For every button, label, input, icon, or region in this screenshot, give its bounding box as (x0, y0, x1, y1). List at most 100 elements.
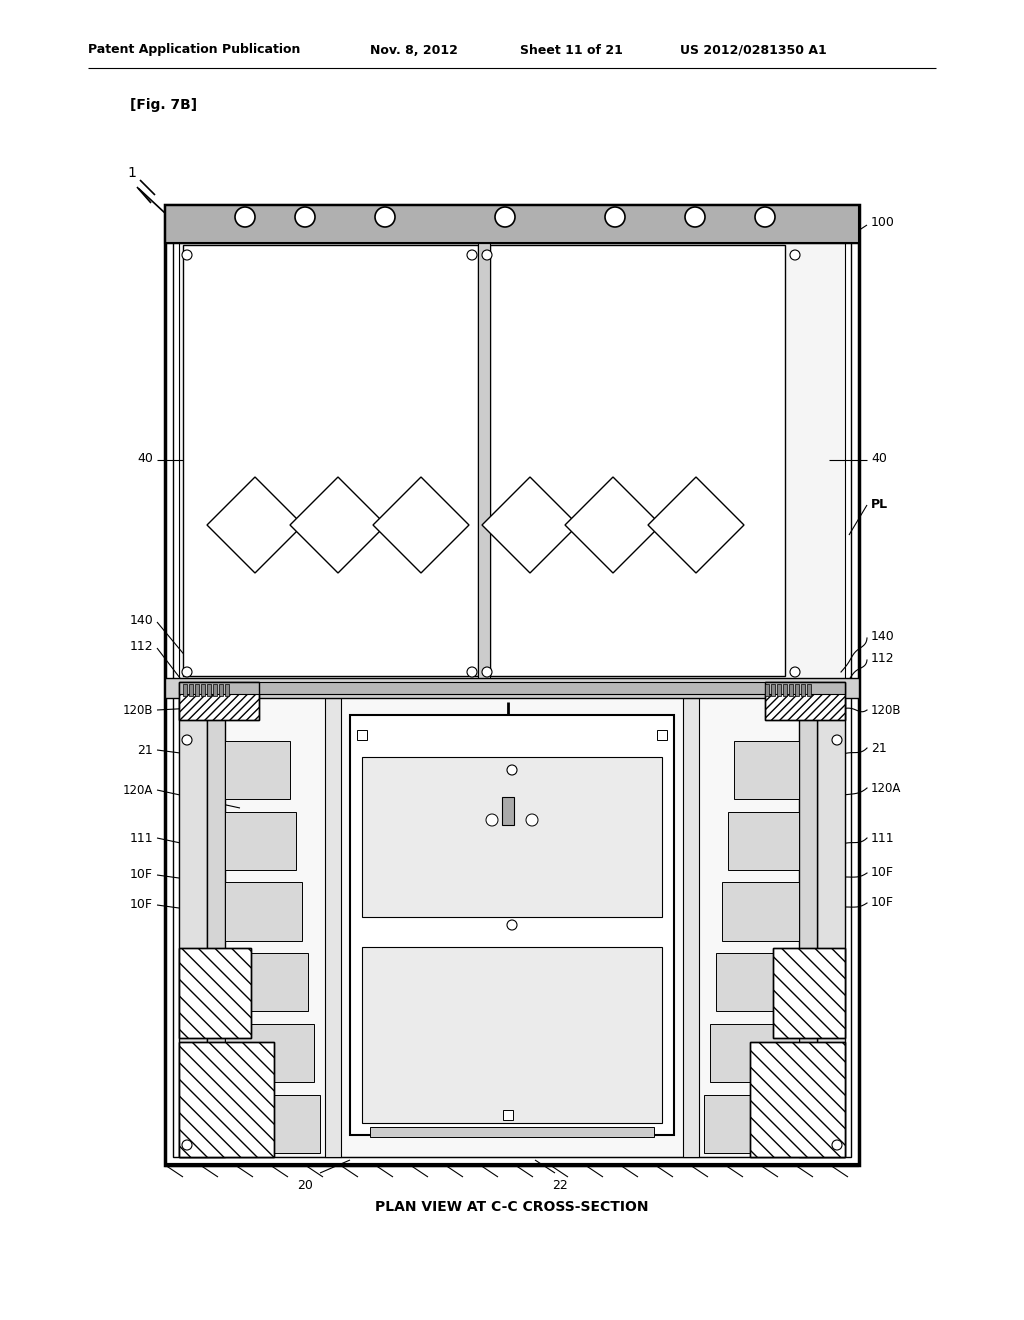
Bar (179, 698, 207, 1158)
Text: 111: 111 (871, 832, 895, 845)
Text: 120A: 120A (871, 781, 901, 795)
Bar (370, 1127, 654, 1137)
Text: 40: 40 (137, 451, 153, 465)
Text: US 2012/0281350 A1: US 2012/0281350 A1 (680, 44, 826, 57)
Bar (765, 682, 845, 719)
Bar (225, 741, 290, 799)
Bar (225, 812, 296, 870)
Bar (705, 1094, 799, 1152)
Circle shape (831, 1140, 842, 1150)
Bar (179, 1041, 274, 1158)
Bar (225, 882, 302, 940)
Bar (179, 948, 251, 1038)
Bar (179, 690, 845, 1158)
Text: 10F: 10F (871, 896, 894, 909)
Text: 10F: 10F (130, 899, 153, 912)
Bar (710, 1024, 799, 1082)
Circle shape (755, 207, 775, 227)
Bar (225, 1024, 314, 1082)
Bar (722, 882, 799, 940)
Circle shape (182, 735, 193, 744)
Polygon shape (565, 477, 662, 573)
Bar (799, 698, 817, 1158)
Bar (225, 684, 229, 696)
Bar (179, 948, 251, 1038)
Bar (219, 684, 223, 696)
Bar (683, 698, 699, 1158)
Text: Patent Application Publication: Patent Application Publication (88, 44, 300, 57)
Circle shape (486, 814, 498, 826)
Text: PL: PL (871, 499, 888, 511)
Bar (750, 1041, 845, 1158)
Circle shape (182, 249, 193, 260)
Circle shape (831, 735, 842, 744)
Bar (179, 243, 845, 680)
Text: [Fig. 7B]: [Fig. 7B] (130, 98, 198, 112)
Bar (225, 1094, 319, 1152)
Bar (490, 246, 785, 676)
Circle shape (375, 207, 395, 227)
Circle shape (182, 1140, 193, 1150)
Bar (207, 684, 211, 696)
Bar (165, 205, 859, 243)
Bar (777, 684, 781, 696)
Text: 40: 40 (871, 451, 887, 465)
Bar (165, 205, 859, 243)
Circle shape (482, 249, 492, 260)
Polygon shape (207, 477, 303, 573)
Text: 111: 111 (129, 832, 153, 845)
Text: 112: 112 (871, 652, 895, 664)
Bar (765, 682, 845, 719)
Circle shape (234, 207, 255, 227)
Polygon shape (373, 477, 469, 573)
Bar (750, 1041, 845, 1158)
Text: 112: 112 (129, 640, 153, 653)
Bar (173, 213, 851, 1158)
Text: 1: 1 (127, 166, 136, 180)
Circle shape (507, 920, 517, 931)
Bar (728, 812, 799, 870)
Bar (790, 684, 793, 696)
Circle shape (495, 207, 515, 227)
Circle shape (467, 667, 477, 677)
Circle shape (467, 249, 477, 260)
Circle shape (685, 207, 705, 227)
Bar (357, 730, 367, 741)
Circle shape (507, 766, 517, 775)
Text: 120B: 120B (123, 704, 153, 717)
Bar (783, 684, 787, 696)
Text: Sheet 11 of 21: Sheet 11 of 21 (520, 44, 623, 57)
Text: 100: 100 (871, 216, 895, 230)
Bar (201, 684, 205, 696)
Bar (225, 953, 308, 1011)
Bar (179, 682, 259, 719)
Bar (362, 946, 662, 1123)
Bar (657, 730, 667, 741)
Circle shape (295, 207, 315, 227)
Circle shape (182, 667, 193, 677)
Bar (179, 682, 259, 719)
Circle shape (790, 249, 800, 260)
Bar (773, 948, 845, 1038)
Polygon shape (482, 477, 578, 573)
Bar (734, 741, 799, 799)
Bar (179, 682, 845, 694)
Text: 140: 140 (871, 630, 895, 643)
Bar (350, 715, 674, 1135)
Bar (503, 1110, 513, 1119)
Bar (765, 684, 769, 696)
Bar (165, 205, 859, 1166)
Bar (502, 797, 514, 825)
Polygon shape (290, 477, 386, 573)
Bar (362, 756, 662, 916)
Bar (207, 698, 225, 1158)
Text: 120A: 120A (123, 784, 153, 796)
Text: Nov. 8, 2012: Nov. 8, 2012 (370, 44, 458, 57)
Bar (179, 1041, 274, 1158)
Bar (165, 678, 859, 698)
Bar (213, 684, 217, 696)
Text: 120B: 120B (871, 704, 901, 717)
Bar (771, 684, 775, 696)
Bar (183, 684, 187, 696)
Bar (325, 698, 341, 1158)
